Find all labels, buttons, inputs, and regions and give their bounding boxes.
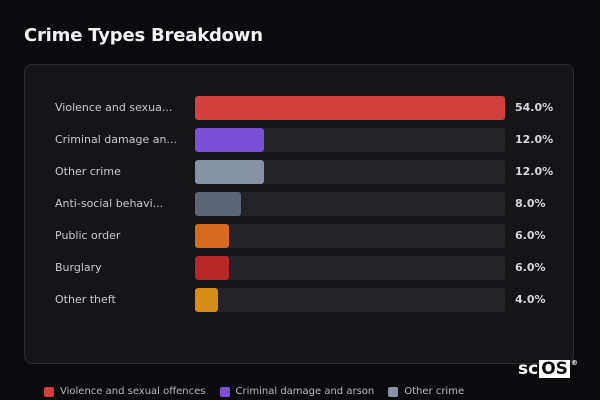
bar-row: Anti-social behavi... 8.0% [25,192,573,216]
category-label: Anti-social behavi... [55,197,164,210]
value-label: 6.0% [515,261,546,274]
bar-row: Other crime 12.0% [25,160,573,184]
category-label: Other theft [55,293,116,306]
bar-track [195,224,505,248]
legend-label: Other crime [404,386,465,397]
category-label: Violence and sexua... [55,101,173,114]
category-label: Public order [55,229,121,242]
legend-label: Criminal damage and arson [235,386,375,397]
logo-text-sc: sc [518,359,539,379]
bar-track [195,288,505,312]
bar-row: Public order 6.0% [25,224,573,248]
legend-swatch [388,386,399,397]
bar-track [195,128,505,152]
value-label: 12.0% [515,165,554,178]
legend-label: Violence and sexual offences [60,386,206,397]
bar[interactable] [195,128,264,152]
category-label: Criminal damage an... [55,133,177,146]
category-label: Other crime [55,165,121,178]
value-label: 12.0% [515,133,554,146]
logo-registered-mark: ® [570,359,578,367]
value-label: 6.0% [515,229,546,242]
bar-row: Burglary 6.0% [25,256,573,280]
bar-track [195,160,505,184]
brand-logo: sc OS ® [518,359,578,379]
bar-track [195,192,505,216]
legend-swatch [219,386,230,397]
value-label: 8.0% [515,197,546,210]
bar[interactable] [195,288,218,312]
legend-swatch [44,386,54,397]
logo-text-os: OS [539,359,570,379]
bar[interactable] [195,224,229,248]
bar-row: Criminal damage an... 12.0% [25,128,573,152]
chart-panel: Violence and sexua... 54.0% Criminal damag… [24,64,574,364]
legend-item[interactable]: Other crime [388,386,464,397]
chart-title: Crime Types Breakdown [24,25,263,46]
bar[interactable] [195,192,241,216]
value-label: 54.0% [515,101,554,114]
bar-row: Violence and sexua... 54.0% [25,96,573,120]
category-label: Burglary [55,261,102,274]
legend-item[interactable]: Violence and sexual offences [44,386,206,397]
bar[interactable] [195,256,229,280]
value-label: 4.0% [515,293,546,306]
bar-track [195,256,505,280]
chart-legend: Violence and sexual offences Criminal dam… [44,386,464,397]
bar[interactable] [195,96,505,120]
bar-row: Other theft 4.0% [25,288,573,312]
legend-item[interactable]: Criminal damage and arson [219,386,375,397]
bar-track [195,96,505,120]
bar[interactable] [195,160,264,184]
